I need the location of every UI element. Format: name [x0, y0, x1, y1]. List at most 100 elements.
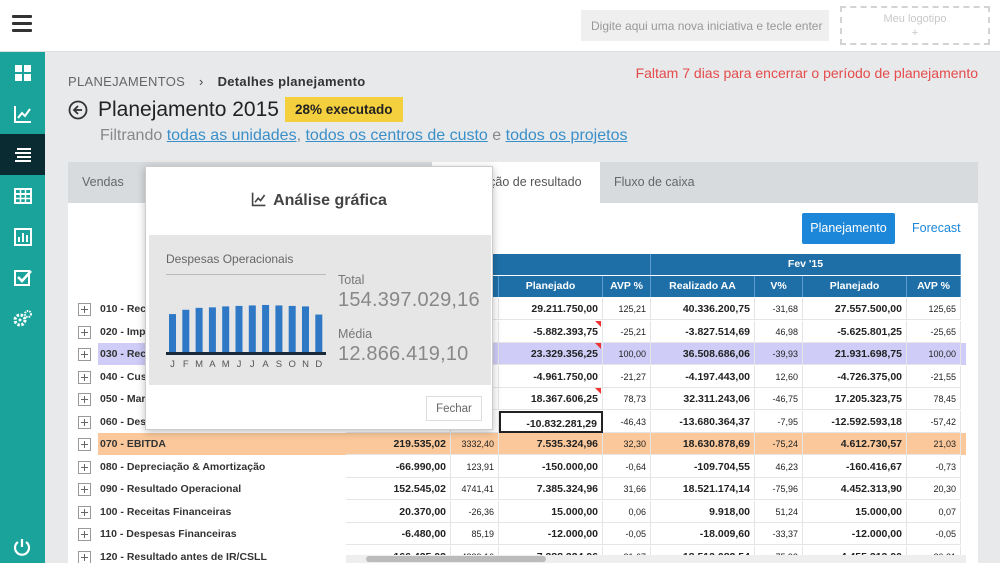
forecast-button[interactable]: Forecast	[912, 221, 961, 235]
chart-bar[interactable]	[169, 314, 176, 352]
table-cell[interactable]: -12.000,00	[803, 523, 907, 545]
table-cell[interactable]: 4741,41	[451, 478, 499, 500]
breadcrumb-root-link[interactable]: PLANEJAMENTOS	[68, 74, 186, 89]
table-cell[interactable]: -39,93	[755, 343, 803, 365]
sidebar-item-charts[interactable]	[0, 93, 45, 134]
filter-units-link[interactable]: todas as unidades	[166, 127, 297, 144]
expand-icon[interactable]	[78, 325, 91, 339]
table-cell[interactable]: 23.329.356,25	[499, 343, 603, 365]
new-initiative-input[interactable]	[581, 10, 829, 41]
table-cell[interactable]: -31,68	[755, 298, 803, 320]
table-cell[interactable]: -109.704,55	[651, 455, 755, 478]
table-cell[interactable]: 21.931.698,75	[803, 343, 907, 365]
table-cell[interactable]: 125,21	[603, 298, 651, 320]
table-cell[interactable]: -21,55	[907, 365, 961, 388]
table-cell[interactable]: -12.592.593,18	[803, 410, 907, 433]
back-arrow-icon[interactable]	[68, 100, 88, 120]
table-cell[interactable]: -57,42	[907, 410, 961, 433]
table-cell[interactable]: 78,73	[603, 388, 651, 410]
chart-bar[interactable]	[222, 306, 230, 352]
table-cell[interactable]: 18.630.878,69	[651, 433, 755, 455]
table-cell[interactable]: -12.000,00	[499, 523, 603, 545]
power-icon[interactable]	[12, 537, 32, 557]
table-cell[interactable]: 21,03	[907, 433, 961, 455]
chart-bar[interactable]	[248, 305, 256, 352]
table-cell[interactable]: -4.726.375,00	[803, 365, 907, 388]
filter-projects-link[interactable]: todos os projetos	[505, 127, 628, 144]
table-cell[interactable]: 15.000,00	[803, 500, 907, 523]
table-cell[interactable]: 219.535,02	[346, 433, 451, 455]
table-cell[interactable]: 125,65	[907, 298, 961, 320]
table-cell[interactable]: 4.452.313,90	[803, 478, 907, 500]
chart-bar[interactable]	[302, 306, 309, 352]
table-cell[interactable]	[451, 410, 499, 433]
table-cell[interactable]: 20.370,00	[346, 500, 451, 523]
tab-vendas[interactable]: Vendas	[82, 175, 124, 189]
table-cell[interactable]: -3.827.514,69	[651, 320, 755, 343]
table-row[interactable]: 070 - EBITDA 219.535,02 3332,40 7.535.324,9…	[68, 433, 978, 456]
sidebar-item-settings[interactable]	[0, 298, 45, 339]
table-cell[interactable]: 3332,40	[451, 433, 499, 455]
logo-upload-area[interactable]: Meu logotipo +	[840, 6, 990, 45]
expand-icon[interactable]	[78, 303, 91, 316]
table-cell[interactable]: -5.625.801,25	[803, 320, 907, 343]
planejamento-button[interactable]: Planejamento	[802, 213, 895, 244]
table-cell[interactable]: 0,06	[603, 500, 651, 523]
table-row[interactable]: 060 - Des -10.832.281,29 -46,43 -13.680.364…	[68, 410, 978, 434]
expand-icon[interactable]	[78, 415, 91, 429]
table-cell[interactable]: -13.680.364,37	[651, 410, 755, 433]
table-cell[interactable]: -46,75	[755, 388, 803, 410]
table-row[interactable]: 090 - Resultado Operacional 152.545,02 474…	[68, 478, 978, 501]
sidebar-item-list[interactable]	[0, 134, 45, 175]
expand-icon[interactable]	[78, 505, 91, 519]
table-cell[interactable]: 32.311.243,06	[651, 388, 755, 410]
table-cell[interactable]: 85,19	[451, 523, 499, 545]
hamburger-menu-icon[interactable]	[12, 15, 32, 33]
table-row[interactable]: 020 - Imp -5.882.393,75 -25,21 -3.827.514,6…	[68, 320, 978, 344]
table-cell[interactable]: -21,27	[603, 365, 651, 388]
expand-icon[interactable]	[78, 460, 91, 474]
table-row[interactable]: 080 - Depreciação & Amortização -66.990,0…	[68, 455, 978, 479]
table-cell[interactable]: -10.832.281,29	[499, 410, 603, 433]
expand-icon[interactable]	[78, 528, 91, 541]
expand-icon[interactable]	[78, 393, 91, 406]
chart-bar[interactable]	[275, 305, 283, 352]
chart-bar[interactable]	[288, 305, 296, 352]
table-row[interactable]: 010 - Rec 29.211.750,00 125,21 40.336.200,7…	[68, 298, 978, 321]
table-cell[interactable]: 17.205.323,75	[803, 388, 907, 410]
table-cell[interactable]: -7,95	[755, 410, 803, 433]
expand-icon[interactable]	[78, 550, 91, 563]
table-cell[interactable]: -4.197.443,00	[651, 365, 755, 388]
filter-cost-centers-link[interactable]: todos os centros de custo	[305, 127, 488, 144]
table-cell[interactable]: -160.416,67	[803, 455, 907, 478]
table-cell[interactable]: 40.336.200,75	[651, 298, 755, 320]
table-cell[interactable]: 32,30	[603, 433, 651, 455]
chart-bar[interactable]	[235, 305, 243, 352]
table-cell[interactable]: 36.508.686,06	[651, 343, 755, 365]
table-cell[interactable]: -0,64	[603, 455, 651, 478]
table-cell[interactable]: 18.521.174,14	[651, 478, 755, 500]
table-cell[interactable]: -18.009,60	[651, 523, 755, 545]
table-cell[interactable]: -75,24	[755, 433, 803, 455]
table-cell[interactable]: 78,45	[907, 388, 961, 410]
table-cell[interactable]: 7.385.324,96	[499, 478, 603, 500]
table-cell[interactable]: 46,98	[755, 320, 803, 343]
table-cell[interactable]: 7.535.324,96	[499, 433, 603, 455]
expand-icon[interactable]	[78, 370, 91, 384]
chart-bar[interactable]	[195, 307, 203, 352]
table-cell[interactable]: 31,66	[603, 478, 651, 500]
table-cell[interactable]: -46,43	[603, 410, 651, 433]
close-button[interactable]: Fechar	[426, 396, 482, 421]
table-row[interactable]: 110 - Despesas Financeiras -6.480,00 85,19…	[68, 523, 978, 546]
table-cell[interactable]: 100,00	[907, 343, 961, 365]
table-cell[interactable]: 0,07	[907, 500, 961, 523]
table-cell[interactable]: 4.612.730,57	[803, 433, 907, 455]
sidebar-item-table[interactable]	[0, 175, 45, 216]
scrollbar-thumb[interactable]	[366, 556, 546, 562]
table-cell[interactable]: 9.918,00	[651, 500, 755, 523]
table-cell[interactable]: -150.000,00	[499, 455, 603, 478]
chart-bar[interactable]	[262, 304, 270, 352]
table-cell[interactable]: -26,36	[451, 500, 499, 523]
table-cell[interactable]: -5.882.393,75	[499, 320, 603, 343]
table-cell[interactable]: 18.367.606,25	[499, 388, 603, 410]
